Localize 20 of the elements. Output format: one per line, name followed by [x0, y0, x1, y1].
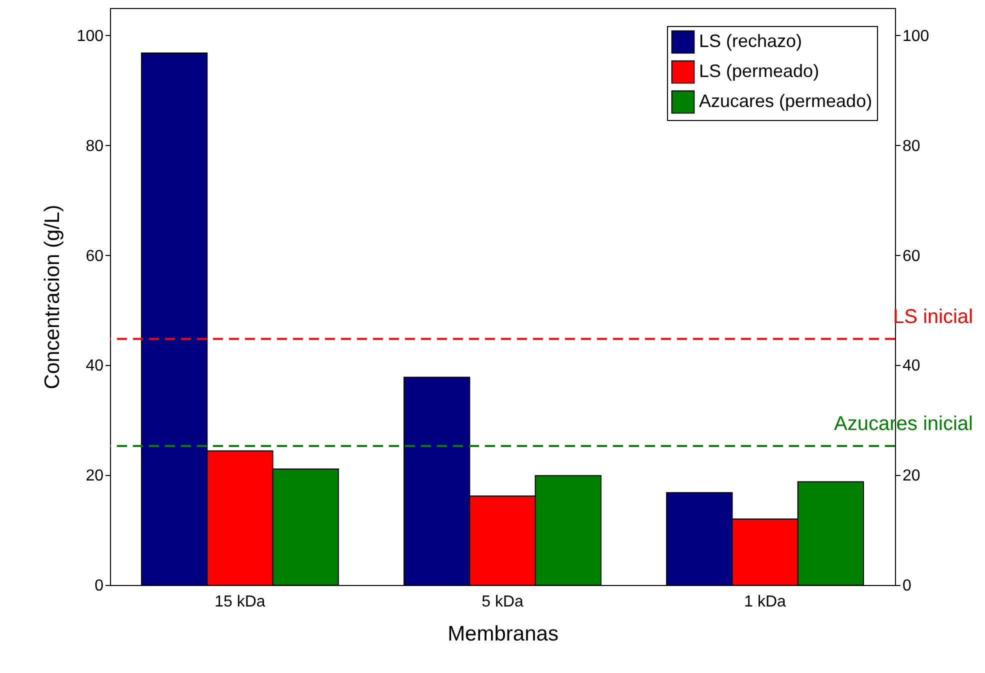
y-tick-label: 80 [86, 138, 104, 155]
x-tick-label: 15 kDa [214, 594, 266, 610]
y-tick-label: 20 [86, 468, 104, 485]
y2-tick-label: 20 [902, 468, 920, 485]
y2-tick-label: 100 [902, 28, 930, 45]
x-axis-title: Membranas [448, 622, 558, 646]
y-tick-label: 0 [94, 578, 104, 594]
legend-label: Azucares (permeado) [699, 91, 872, 111]
y2-tick-label: 80 [902, 138, 920, 155]
y-tick-label: 60 [86, 248, 104, 265]
y-axis-title: Concentracion (g/L) [40, 204, 64, 390]
legend-label: LS (rechazo) [699, 31, 802, 51]
x-tick-label: 5 kDa [482, 594, 524, 610]
x-tick-label: 1 kDa [744, 594, 786, 610]
y-tick-label: 40 [86, 358, 104, 375]
y2-tick-label: 0 [902, 578, 912, 594]
y2-tick-label: 40 [902, 358, 920, 375]
y2-tick-label: 60 [902, 248, 920, 265]
legend-label: LS (permeado) [699, 61, 820, 81]
y-tick-label: 100 [76, 28, 104, 45]
